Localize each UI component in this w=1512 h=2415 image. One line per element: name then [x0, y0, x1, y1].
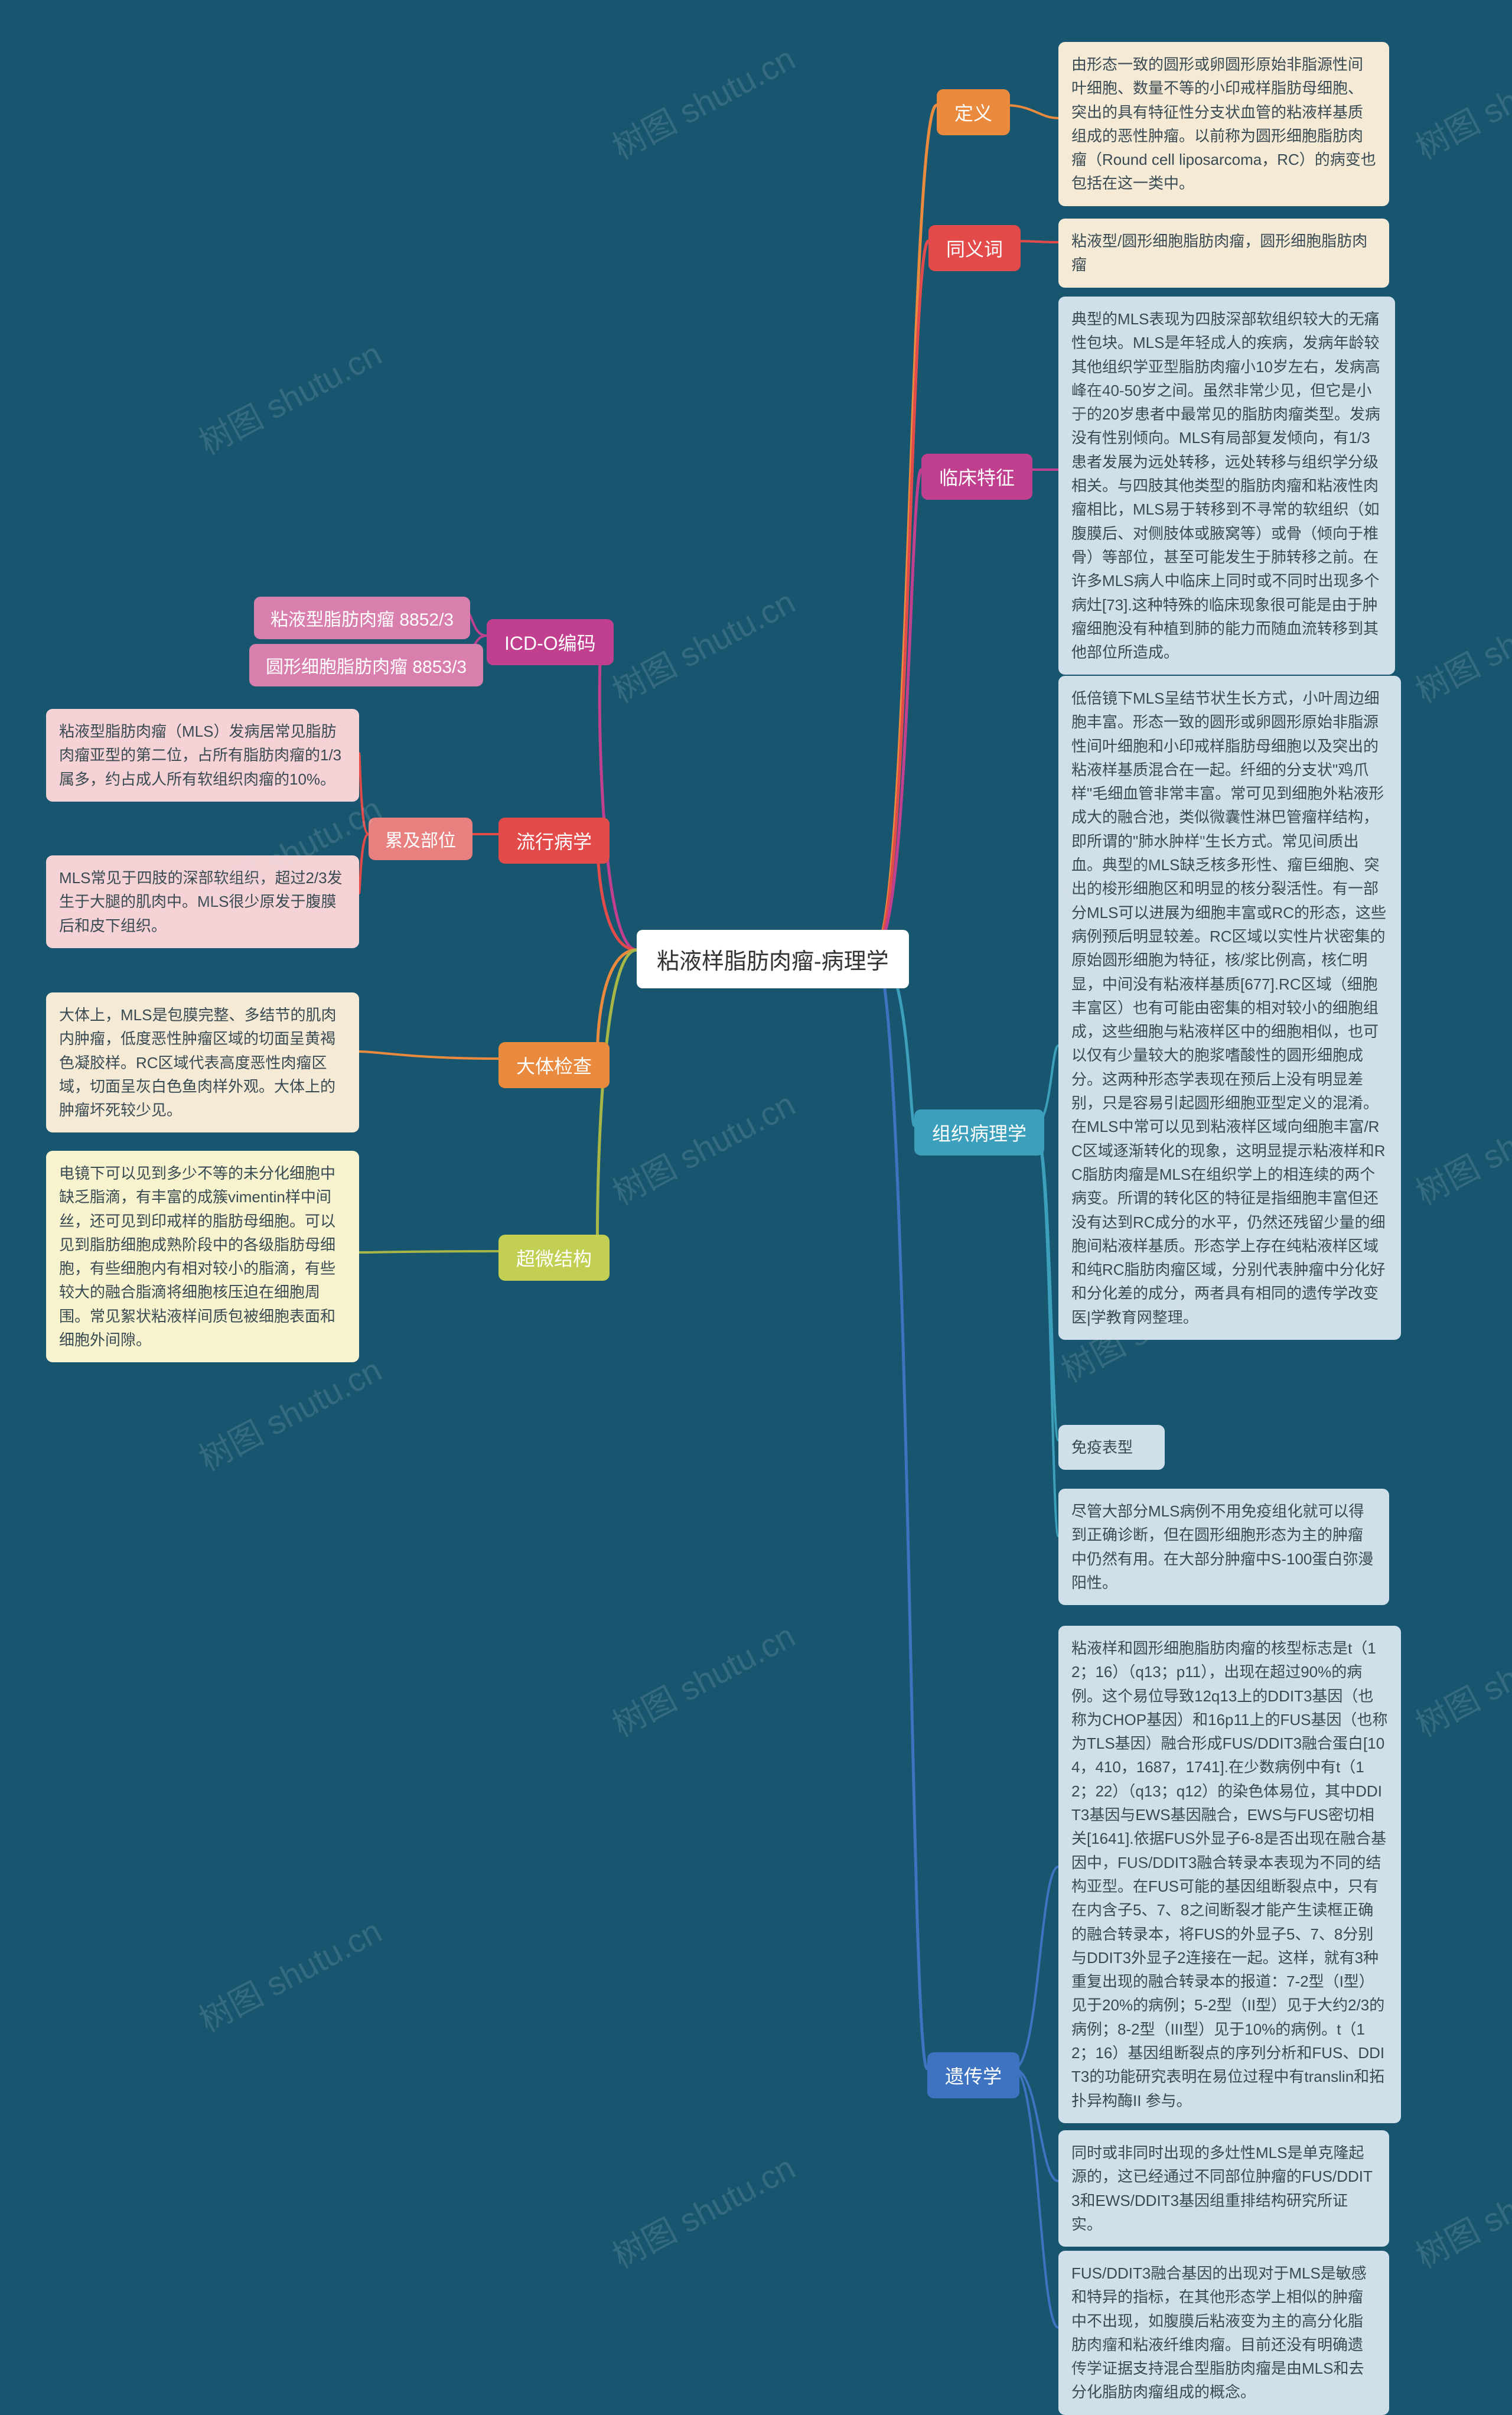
- watermark: 树图 shutu.cn: [1406, 576, 1512, 712]
- content-immunophenotype-label: 免疫表型: [1058, 1425, 1165, 1470]
- sub-icdo-2: 圆形细胞脂肪肉瘤 8853/3: [249, 644, 483, 686]
- root-node[interactable]: 粘液样脂肪肉瘤-病理学: [637, 930, 909, 988]
- watermark: 树图 shutu.cn: [603, 32, 803, 169]
- branch-definition[interactable]: 定义: [937, 89, 1010, 135]
- branch-histopathology[interactable]: 组织病理学: [914, 1109, 1044, 1156]
- watermark: 树图 shutu.cn: [603, 1078, 803, 1215]
- content-epidemiology-2: MLS常见于四肢的深部软组织，超过2/3发生于大腿的肌肉中。MLS很少原发于腹膜…: [46, 855, 359, 948]
- content-histopathology-1: 低倍镜下MLS呈结节状生长方式，小叶周边细胞丰富。形态一致的圆形或卵圆形原始非脂…: [1058, 676, 1401, 1340]
- content-synonym: 粘液型/圆形细胞脂肪肉瘤，圆形细胞脂肪肉瘤: [1058, 219, 1389, 288]
- branch-clinical[interactable]: 临床特征: [921, 454, 1032, 500]
- sub-involvedsites[interactable]: 累及部位: [369, 818, 472, 860]
- sub-icdo-1: 粘液型脂肪肉瘤 8852/3: [254, 597, 470, 639]
- watermark: 树图 shutu.cn: [1406, 1078, 1512, 1215]
- watermark: 树图 shutu.cn: [190, 1344, 389, 1480]
- watermark: 树图 shutu.cn: [603, 2141, 803, 2278]
- watermark: 树图 shutu.cn: [1406, 32, 1512, 169]
- branch-icdo[interactable]: ICD-O编码: [487, 619, 614, 665]
- content-genetics-3: FUS/DDIT3融合基因的出现对于MLS是敏感和特异的指标，在其他形态学上相似…: [1058, 2251, 1389, 2415]
- watermark: 树图 shutu.cn: [190, 328, 389, 464]
- watermark: 树图 shutu.cn: [190, 1905, 389, 2042]
- branch-gross[interactable]: 大体检查: [498, 1042, 610, 1088]
- content-genetics-1: 粘液样和圆形细胞脂肪肉瘤的核型标志是t（12；16）（q13；p11），出现在超…: [1058, 1626, 1401, 2123]
- content-definition: 由形态一致的圆形或卵圆形原始非脂源性间叶细胞、数量不等的小印戒样脂肪母细胞、突出…: [1058, 42, 1389, 206]
- watermark: 树图 shutu.cn: [603, 1610, 803, 1746]
- content-ultrastructure: 电镜下可以见到多少不等的未分化细胞中缺乏脂滴，有丰富的成簇vimentin样中间…: [46, 1151, 359, 1362]
- branch-ultrastructure[interactable]: 超微结构: [498, 1235, 610, 1281]
- branch-epidemiology[interactable]: 流行病学: [498, 818, 610, 864]
- content-epidemiology-1: 粘液型脂肪肉瘤（MLS）发病居常见脂肪肉瘤亚型的第二位，占所有脂肪肉瘤的1/3属…: [46, 709, 359, 802]
- content-genetics-2: 同时或非同时出现的多灶性MLS是单克隆起源的，这已经通过不同部位肿瘤的FUS/D…: [1058, 2130, 1389, 2247]
- watermark: 树图 shutu.cn: [1406, 2141, 1512, 2278]
- content-immunophenotype: 尽管大部分MLS病例不用免疫组化就可以得到正确诊断，但在圆形细胞形态为主的肿瘤中…: [1058, 1489, 1389, 1605]
- branch-synonym[interactable]: 同义词: [928, 225, 1021, 271]
- content-clinical: 典型的MLS表现为四肢深部软组织较大的无痛性包块。MLS是年轻成人的疾病，发病年…: [1058, 297, 1395, 675]
- content-gross: 大体上，MLS是包膜完整、多结节的肌肉内肿瘤，低度恶性肿瘤区域的切面呈黄褐色凝胶…: [46, 992, 359, 1132]
- watermark: 树图 shutu.cn: [1406, 1610, 1512, 1746]
- branch-genetics[interactable]: 遗传学: [927, 2052, 1019, 2098]
- watermark: 树图 shutu.cn: [603, 576, 803, 712]
